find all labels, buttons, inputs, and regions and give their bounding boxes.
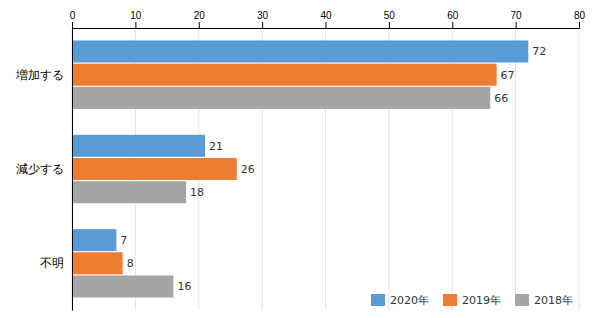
tick: 10	[130, 10, 142, 28]
tick: 50	[384, 10, 396, 28]
tick: 20	[194, 10, 206, 28]
tick-label: 70	[511, 10, 523, 21]
tick-label: 10	[130, 10, 142, 21]
bar	[72, 64, 497, 86]
tick-mark	[452, 22, 453, 28]
tick-label: 60	[447, 10, 459, 21]
tick-label: 50	[384, 10, 396, 21]
chart: 72 21 7 67 26 8 66 18 16 0 10 20 30 40 50 60 70 80 増加する減少す…	[0, 0, 603, 318]
tick: 60	[447, 10, 459, 28]
data-label: 21	[209, 140, 223, 153]
bar	[72, 40, 528, 62]
legend-label: 2019年	[462, 294, 501, 307]
grid	[72, 28, 579, 310]
legend: 2020年 2019年 2018年	[371, 294, 573, 307]
tick-label: 30	[257, 10, 269, 21]
axis-line	[72, 29, 73, 311]
legend-swatch	[443, 294, 457, 306]
tick-label: 80	[574, 10, 586, 21]
tick: 80	[574, 10, 586, 28]
legend-item: 2018年	[515, 294, 573, 307]
tick-label: 40	[320, 10, 332, 21]
data-label: 67	[501, 69, 515, 82]
bar	[72, 135, 205, 157]
data-label: 16	[177, 280, 191, 293]
tick: 40	[320, 10, 332, 28]
legend-label: 2020年	[390, 294, 429, 307]
data-label: 26	[241, 163, 255, 176]
plot: 72 21 7 67 26 8 66 18 16 0 10 20 30 40 50 60 70 80 増加する減少す…	[15, 10, 585, 311]
axis-line	[73, 22, 580, 29]
tick-label: 0	[70, 10, 76, 21]
data-labels: 72 21 7 67 26 8 66 18 16	[120, 45, 546, 293]
data-label: 66	[494, 92, 508, 105]
tick-mark	[72, 22, 73, 28]
data-label: 18	[190, 186, 204, 199]
tick: 増加する	[15, 68, 64, 82]
data-label: 7	[120, 234, 127, 247]
tick-label: 不明	[40, 256, 64, 270]
grid-line	[579, 28, 580, 310]
tick-label: 増加する	[15, 68, 64, 82]
tick-mark	[262, 22, 263, 28]
tick-label: 20	[194, 10, 206, 21]
tick: 減少する	[16, 162, 64, 176]
tick-mark	[135, 22, 136, 28]
tick: 30	[257, 10, 269, 28]
data-label: 8	[127, 257, 134, 270]
tick: 0	[70, 10, 76, 28]
bar	[72, 229, 116, 251]
tick-mark	[579, 22, 580, 28]
tick: 不明	[40, 256, 64, 270]
tick-mark	[516, 22, 517, 28]
bar	[72, 158, 237, 180]
y-axis: 増加する減少する不明	[15, 29, 73, 311]
bar	[72, 252, 123, 274]
bar	[72, 275, 173, 297]
legend-item: 2019年	[443, 294, 501, 307]
bar	[72, 87, 490, 109]
legend-swatch	[371, 294, 385, 306]
legend-item: 2020年	[371, 294, 429, 307]
data-label: 72	[532, 45, 546, 58]
tick: 70	[511, 10, 523, 28]
grid-line	[515, 28, 516, 310]
tick-mark	[326, 22, 327, 28]
bar	[72, 181, 186, 203]
tick-label: 減少する	[16, 162, 64, 176]
grid-line	[72, 28, 73, 310]
legend-label: 2018年	[534, 294, 573, 307]
x-axis: 0 10 20 30 40 50 60 70 80	[70, 10, 586, 29]
tick-mark	[199, 22, 200, 28]
bars	[72, 40, 528, 297]
legend-swatch	[515, 294, 529, 306]
tick-mark	[389, 22, 390, 28]
